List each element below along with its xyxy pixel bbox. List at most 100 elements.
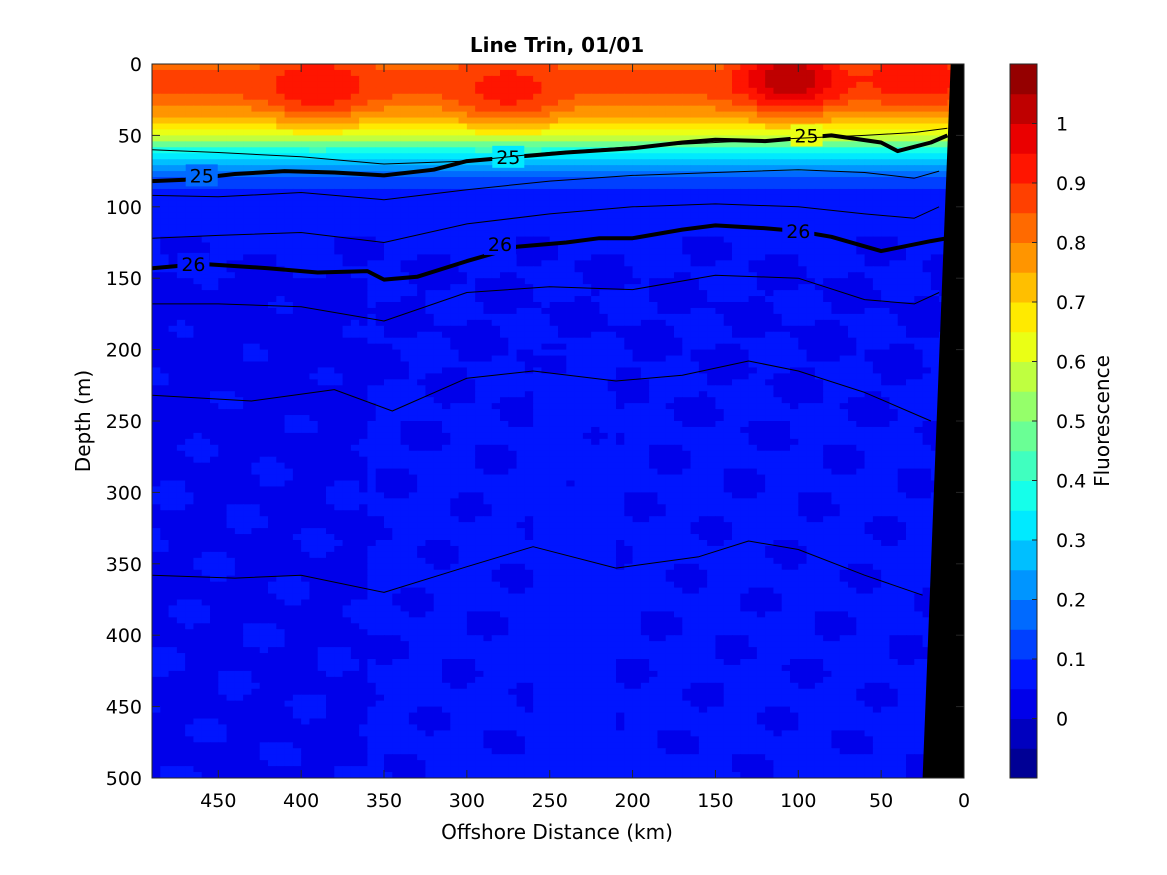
field-cell — [715, 188, 725, 196]
field-cell — [640, 331, 650, 339]
field-cell — [582, 123, 592, 131]
field-cell — [168, 188, 178, 196]
field-cell — [624, 171, 634, 178]
field-cell — [185, 236, 195, 244]
field-cell — [831, 313, 841, 321]
field-cell — [483, 153, 493, 160]
field-cell — [301, 302, 311, 309]
field-cell — [790, 337, 799, 345]
field-cell — [566, 212, 576, 220]
field-cell — [591, 159, 601, 166]
field-cell — [707, 302, 717, 309]
field-cell — [897, 272, 907, 279]
field-cell — [524, 177, 534, 184]
field-cell — [798, 188, 808, 196]
field-cell — [516, 141, 526, 148]
field-cell — [632, 343, 642, 351]
field-cell — [715, 224, 725, 232]
field-cell — [541, 69, 551, 77]
field-cell — [831, 75, 841, 83]
field-cell — [350, 296, 360, 303]
field-cell — [259, 183, 269, 190]
field-cell — [831, 141, 841, 148]
field-cell — [756, 183, 766, 190]
field-cell — [243, 290, 253, 297]
field-cell — [599, 325, 609, 333]
field-cell — [897, 183, 907, 190]
field-cell — [342, 302, 352, 309]
field-cell — [301, 325, 311, 333]
field-cell — [939, 153, 949, 160]
field-cell — [558, 135, 567, 142]
field-cell — [342, 355, 352, 363]
field-cell — [549, 117, 559, 125]
field-cell — [715, 153, 725, 160]
field-cell — [715, 177, 725, 184]
field-cell — [599, 361, 609, 369]
field-cell — [939, 105, 949, 113]
field-cell — [160, 141, 170, 148]
field-cell — [475, 331, 485, 339]
field-cell — [292, 105, 302, 113]
field-cell — [748, 296, 758, 303]
field-cell — [276, 111, 286, 119]
field-cell — [392, 206, 402, 214]
field-cell — [765, 325, 775, 333]
field-cell — [334, 284, 344, 291]
field-cell — [574, 135, 584, 142]
field-cell — [798, 284, 808, 291]
field-cell — [350, 75, 360, 83]
field-cell — [268, 325, 277, 333]
field-cell — [616, 117, 625, 125]
field-cell — [790, 111, 799, 119]
field-cell — [210, 355, 219, 363]
field-cell — [234, 129, 244, 136]
field-cell — [823, 171, 833, 178]
field-cell — [690, 260, 700, 267]
field-cell — [848, 260, 857, 267]
field-cell — [483, 218, 493, 226]
field-cell — [491, 117, 501, 125]
field-cell — [442, 230, 451, 238]
field-cell — [930, 81, 940, 89]
field-cell — [541, 296, 551, 303]
field-cell — [276, 296, 286, 303]
field-cell — [864, 313, 874, 321]
field-cell — [367, 361, 377, 369]
field-cell — [632, 194, 642, 202]
field-cell — [748, 183, 758, 190]
field-cell — [682, 153, 692, 160]
field-cell — [516, 218, 526, 226]
field-cell — [384, 278, 393, 285]
field-cell — [417, 69, 427, 77]
field-cell — [549, 254, 559, 261]
field-cell — [384, 218, 393, 226]
field-cell — [359, 147, 369, 154]
field-cell — [400, 343, 410, 351]
field-cell — [500, 123, 509, 131]
field-cell — [848, 224, 857, 232]
field-cell — [715, 171, 725, 178]
field-cell — [682, 159, 692, 166]
field-cell — [707, 248, 717, 255]
field-cell — [160, 296, 170, 303]
field-cell — [872, 343, 882, 351]
field-cell — [897, 87, 907, 95]
field-cell — [442, 81, 451, 89]
field-cell — [922, 99, 932, 107]
field-cell — [276, 153, 286, 160]
field-cell — [732, 105, 741, 113]
field-cell — [715, 260, 725, 267]
field-cell — [516, 99, 526, 107]
field-cell — [798, 177, 808, 184]
field-cell — [292, 218, 302, 226]
field-cell — [533, 355, 543, 363]
field-cell — [566, 302, 576, 309]
field-cell — [674, 206, 683, 214]
field-cell — [582, 87, 592, 95]
field-cell — [226, 111, 236, 119]
field-cell — [367, 230, 377, 238]
field-cell — [748, 218, 758, 226]
field-cell — [624, 135, 634, 142]
field-cell — [259, 278, 269, 285]
